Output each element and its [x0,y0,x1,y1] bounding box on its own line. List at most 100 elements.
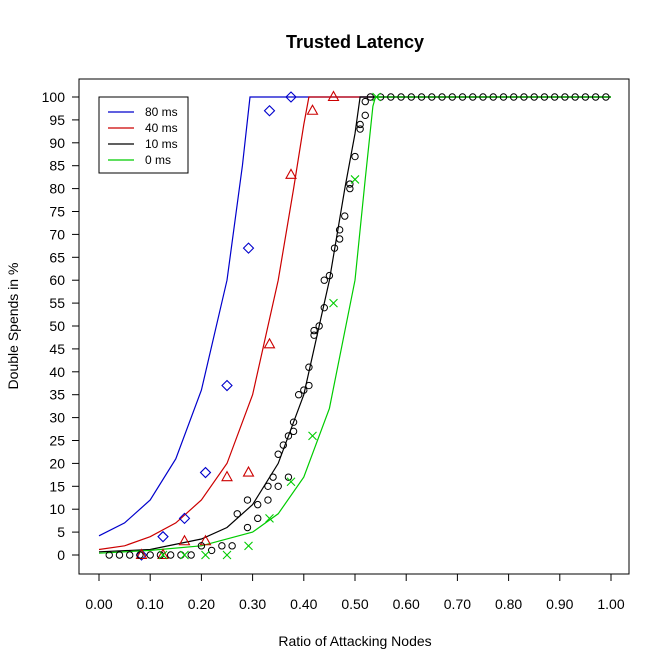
point-10-ms [351,152,359,161]
point-80-ms [157,530,169,543]
point-80-ms [285,91,297,103]
point-10-ms [207,546,216,555]
y-tick-label: 75 [49,204,65,220]
y-tick-label: 80 [49,181,65,197]
point-40-ms [242,465,255,477]
point-40-ms [285,168,297,179]
point-10-ms [571,93,579,101]
x-tick-label: 0.50 [341,596,368,612]
y-tick-label: 20 [49,455,65,471]
point-10-ms [233,510,241,518]
point-10-ms [274,482,282,490]
x-axis-label: Ratio of Attacking Nodes [278,633,431,649]
point-10-ms [320,276,328,284]
legend-label: 80 ms [145,105,178,119]
point-10-ms [361,111,369,120]
point-10-ms [602,93,610,101]
point-10-ms [346,180,354,188]
point-0-ms [201,550,210,560]
point-10-ms [136,551,144,559]
point-10-ms [146,551,154,559]
y-tick-label: 30 [49,410,65,426]
x-tick-label: 0.70 [444,596,471,612]
point-10-ms [228,542,236,550]
point-0-ms [308,431,317,441]
point-10-ms [397,93,405,101]
y-tick-label: 100 [42,89,66,105]
chart-title: Trusted Latency [286,32,424,52]
x-tick-label: 0.40 [290,596,317,612]
point-10-ms [356,120,364,129]
point-10-ms [264,496,272,504]
point-0-ms [286,477,296,487]
y-tick-label: 85 [49,158,65,174]
point-10-ms [428,93,436,101]
point-10-ms [264,482,272,490]
point-10-ms [166,551,175,559]
point-10-ms [274,450,282,458]
x-tick-label: 0.20 [188,596,215,612]
point-10-ms [561,93,569,101]
point-10-ms [346,184,354,193]
point-10-ms [591,93,600,101]
point-10-ms [289,427,298,436]
curve-40-ms [98,96,611,551]
y-tick-label: 25 [49,433,65,449]
point-40-ms [327,90,340,102]
point-0-ms [350,175,360,184]
point-10-ms [469,93,477,101]
point-10-ms [341,212,349,220]
point-0-ms [222,550,232,560]
point-10-ms [315,322,323,330]
point-10-ms [489,93,497,101]
point-10-ms [284,473,293,481]
point-10-ms [520,93,528,101]
point-10-ms [197,542,206,550]
point-10-ms [438,93,446,101]
point-40-ms [221,470,233,482]
point-10-ms [243,496,252,504]
point-40-ms [306,104,319,115]
point-10-ms [499,93,508,101]
x-tick-label: 1.00 [597,596,624,612]
point-10-ms [279,441,288,449]
legend: 80 ms 40 ms 10 ms 0 ms [98,96,189,174]
point-10-ms [330,244,339,252]
point-10-ms [310,326,318,335]
point-10-ms [269,473,277,481]
y-tick-label: 15 [49,478,65,494]
legend-label: 40 ms [145,121,178,135]
point-10-ms [458,93,467,101]
point-10-ms [550,93,559,101]
point-80-ms [199,466,212,479]
x-tick-label: 0.80 [495,596,522,612]
point-10-ms [325,271,334,280]
point-10-ms [294,391,303,399]
point-10-ms [335,235,344,243]
point-40-ms [157,548,169,560]
y-tick-label: 5 [57,524,65,540]
x-tick-label: 0.10 [137,596,164,612]
y-tick-label: 65 [49,249,65,265]
point-80-ms [263,104,276,117]
point-40-ms [263,337,276,349]
point-80-ms [178,512,191,525]
point-10-ms [177,551,185,559]
x-tick-label: 0.60 [393,596,420,612]
y-tick-label: 55 [49,295,65,311]
point-0-ms [244,541,253,551]
data-points [105,90,610,561]
y-tick-label: 50 [49,318,65,334]
y-tick-label: 60 [49,272,65,288]
y-axis-label: Double Spends in % [5,263,21,390]
point-0-ms [372,92,381,102]
point-80-ms [242,242,255,254]
point-10-ms [305,363,313,371]
y-tick-label: 0 [57,547,65,563]
point-10-ms [510,93,518,101]
point-10-ms [376,93,385,101]
x-tick-label: 0.00 [85,596,112,612]
curve-0-ms [98,96,611,554]
point-10-ms [320,303,328,312]
point-10-ms [407,93,416,101]
